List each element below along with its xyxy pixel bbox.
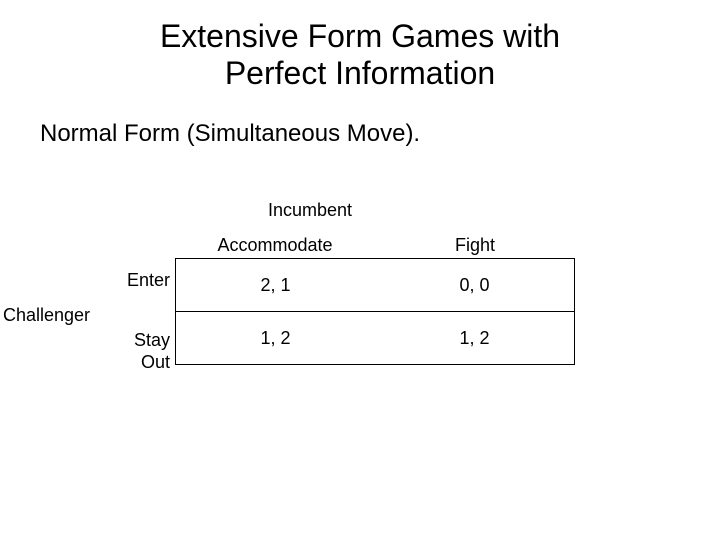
row-player-label: Challenger [3,305,90,326]
column-player-label: Incumbent [0,200,620,221]
title-line-1: Extensive Form Games with [160,18,560,54]
row-header-enter: Enter [105,270,170,292]
row-header-stay-out: Stay Out [105,330,170,373]
payoff-cell: 0, 0 [375,259,575,312]
payoff-cell: 1, 2 [375,312,575,365]
slide: Extensive Form Games with Perfect Inform… [0,0,720,540]
title-line-2: Perfect Information [225,55,495,91]
table-row: 1, 2 1, 2 [176,312,575,365]
column-header-fight: Fight [375,235,575,256]
subtitle: Normal Form (Simultaneous Move). [40,120,420,148]
row-header-stay: Stay [134,330,170,350]
row-header-out: Out [141,352,170,372]
column-header-accommodate: Accommodate [175,235,375,256]
payoff-cell: 2, 1 [176,259,376,312]
page-title: Extensive Form Games with Perfect Inform… [0,18,720,92]
payoff-cell: 1, 2 [176,312,376,365]
table-row: 2, 1 0, 0 [176,259,575,312]
payoff-matrix: 2, 1 0, 0 1, 2 1, 2 [175,258,575,365]
